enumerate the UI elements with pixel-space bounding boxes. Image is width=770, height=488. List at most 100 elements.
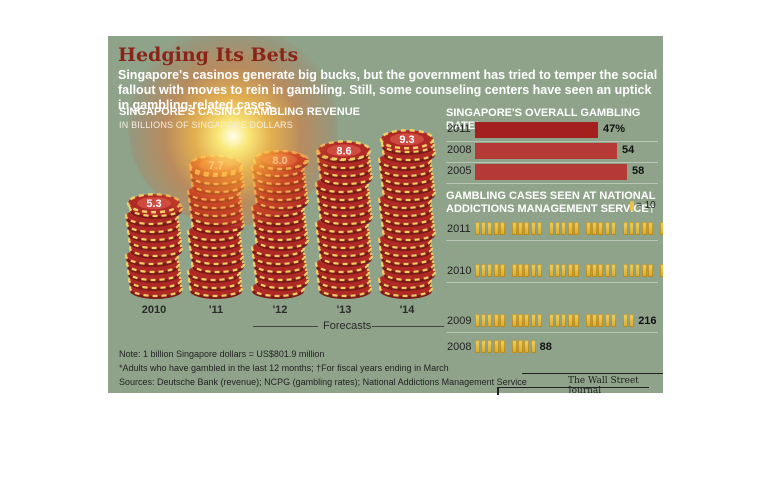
person-icon xyxy=(660,222,663,235)
person-icon xyxy=(586,264,591,277)
revenue-subtitle: IN BILLIONS OF SINGAPORE DOLLARS xyxy=(119,120,293,130)
person-icon xyxy=(499,340,505,353)
forecast-label: Forecasts xyxy=(323,320,372,332)
person-icon xyxy=(630,201,634,211)
person-icon xyxy=(561,264,567,277)
person-icon xyxy=(493,222,499,235)
revenue-category-label-3: '13 xyxy=(336,304,352,316)
person-icon xyxy=(604,314,610,327)
person-icon xyxy=(549,222,554,235)
person-icon xyxy=(598,264,604,277)
person-icon xyxy=(567,264,573,277)
revenue-category-label-4: '14 xyxy=(399,304,415,316)
person-icon xyxy=(549,314,554,327)
person-icon xyxy=(481,222,487,235)
revenue-category-label-1: '11 xyxy=(208,304,224,316)
person-icon xyxy=(647,264,653,277)
person-icon xyxy=(604,264,610,277)
rate-value-label-0: 47% xyxy=(603,123,626,135)
person-icon xyxy=(475,340,480,353)
person-icon xyxy=(555,314,561,327)
person-icon xyxy=(512,264,517,277)
revenue-bar-3 xyxy=(314,140,374,299)
person-icon xyxy=(487,314,493,327)
person-icon xyxy=(475,222,480,235)
note-exchange: Note: 1 billion Singapore dollars = US$8… xyxy=(119,349,325,359)
person-icon xyxy=(481,340,487,353)
corner-mark xyxy=(497,387,649,395)
person-icon xyxy=(512,222,517,235)
person-icon xyxy=(524,340,530,353)
credit-rule xyxy=(522,373,663,374)
person-icon xyxy=(524,264,530,277)
person-icon xyxy=(610,222,616,235)
person-icon xyxy=(493,264,499,277)
cases-title-line2: ADDICTIONS MANAGEMENT SERVICE† xyxy=(446,203,655,215)
person-icon xyxy=(536,314,542,327)
person-icon xyxy=(530,222,536,235)
person-icon xyxy=(530,314,536,327)
rate-row-divider xyxy=(446,183,658,184)
infographic-panel: 5.3 7.7 8.0 8.6 9.3 Hedging Its Bets Singapo… xyxy=(108,36,663,393)
person-icon xyxy=(567,222,573,235)
rate-title: SINGAPORE'S OVERALL GAMBLING RATE* xyxy=(446,107,641,132)
person-icon xyxy=(629,314,635,327)
person-icon xyxy=(475,314,480,327)
person-icon xyxy=(647,222,653,235)
person-icon xyxy=(499,222,505,235)
person-icon xyxy=(561,314,567,327)
chart-title: Hedging Its Bets xyxy=(118,44,299,66)
person-icon xyxy=(623,264,628,277)
revenue-value-label-3: 8.6 xyxy=(336,145,351,157)
person-icon xyxy=(561,222,567,235)
person-icon xyxy=(573,222,579,235)
person-icon xyxy=(518,222,524,235)
person-icon xyxy=(536,264,542,277)
person-icon xyxy=(623,222,628,235)
person-icon xyxy=(635,264,641,277)
person-icon xyxy=(481,314,487,327)
case-row-divider xyxy=(446,332,658,333)
person-icon xyxy=(481,264,487,277)
rate-bar-0 xyxy=(475,122,598,138)
person-icon xyxy=(536,222,542,235)
rate-value-label-1: 54 xyxy=(622,144,635,156)
person-icon xyxy=(592,264,598,277)
rate-bar-1 xyxy=(475,143,617,159)
case-year-label-2: 2009 xyxy=(447,315,472,327)
person-icon xyxy=(555,222,561,235)
person-icon xyxy=(641,264,647,277)
person-icon xyxy=(512,340,517,353)
revenue-category-label-0: 2010 xyxy=(141,304,167,316)
revenue-category-label-2: '12 xyxy=(272,304,288,316)
revenue-bar-1 xyxy=(186,154,246,299)
person-icon xyxy=(623,314,628,327)
person-icon xyxy=(493,314,499,327)
person-icon xyxy=(524,222,530,235)
case-row-divider xyxy=(446,282,658,283)
case-year-label-0: 2011 xyxy=(447,223,471,235)
note-sources: Sources: Deutsche Bank (revenue); NCPG (… xyxy=(119,377,527,387)
person-icon xyxy=(592,314,598,327)
person-icon xyxy=(530,340,536,353)
person-icon xyxy=(604,222,610,235)
person-icon xyxy=(641,222,647,235)
person-icon xyxy=(610,314,616,327)
person-icon xyxy=(598,222,604,235)
person-icon xyxy=(475,264,480,277)
person-icon xyxy=(518,340,524,353)
person-icon xyxy=(586,222,591,235)
rate-year-label-1: 2008 xyxy=(447,144,472,156)
person-icon xyxy=(629,264,635,277)
cases-legend: = 10 xyxy=(636,200,656,211)
revenue-title: SINGAPORE'S CASINO GAMBLING REVENUE xyxy=(119,106,360,118)
revenue-value-label-2: 8.0 xyxy=(272,155,287,167)
case-row-divider xyxy=(446,240,658,241)
rate-value-label-2: 58 xyxy=(632,165,645,177)
rate-year-label-2: 2005 xyxy=(447,165,472,177)
person-icon xyxy=(549,264,554,277)
person-icon xyxy=(487,340,493,353)
person-icon xyxy=(493,340,499,353)
person-icon xyxy=(635,222,641,235)
person-icon xyxy=(592,222,598,235)
